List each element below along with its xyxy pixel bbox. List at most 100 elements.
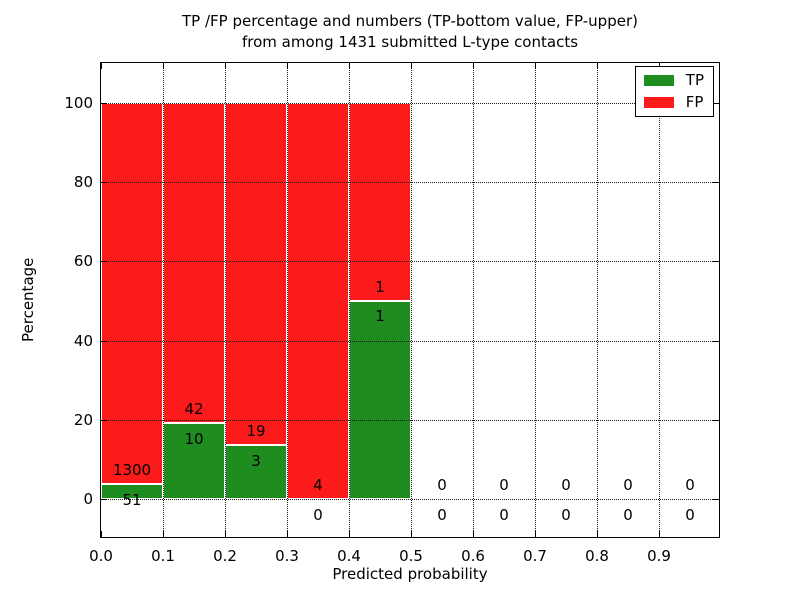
y-tick-label: 60	[73, 252, 93, 271]
tp-count-label: 1	[375, 307, 385, 326]
tp-count-label: 51	[122, 490, 142, 509]
y-tick-mark	[101, 420, 107, 421]
x-tick-mark	[349, 63, 350, 69]
y-tick-mark	[713, 182, 719, 183]
x-tick-label: 0.0	[89, 547, 113, 565]
x-tick-label: 0.5	[399, 547, 423, 565]
x-tick-mark	[349, 531, 350, 537]
y-tick-mark	[101, 340, 107, 342]
y-tick-mark	[101, 261, 107, 263]
fp-count-label: 0	[561, 476, 571, 495]
gridline-x	[597, 63, 598, 537]
chart-title-line2: from among 1431 submitted L-type contact…	[241, 33, 579, 51]
fp-count-label: 0	[623, 476, 633, 495]
bar-fp-segment	[101, 102, 163, 485]
gridline-y	[101, 261, 719, 263]
x-tick-label: 0.6	[461, 547, 485, 565]
gridline-y	[101, 182, 719, 183]
x-tick-mark	[287, 63, 288, 69]
legend-swatch-tp	[643, 75, 674, 86]
legend-swatch-fp	[643, 97, 674, 108]
x-tick-label: 0.9	[647, 547, 671, 565]
x-tick-mark	[411, 531, 412, 537]
x-tick-mark	[535, 531, 536, 537]
legend-label-fp: FP	[685, 93, 704, 111]
y-axis-label: Percentage	[19, 257, 37, 343]
y-tick-label: 0	[83, 490, 93, 509]
x-tick-mark	[163, 63, 164, 69]
x-tick-mark	[659, 531, 660, 537]
x-tick-mark	[473, 531, 474, 537]
y-tick-label: 100	[64, 93, 93, 112]
x-tick-mark	[101, 63, 102, 69]
x-tick-label: 0.2	[213, 547, 237, 565]
y-tick-mark	[101, 499, 107, 501]
plot-area: TP FP 0.0 0.1 0.2 0.3 0.4 0.5 0.6 0.7 0.8 0.9 0 20 4…	[64, 62, 720, 565]
fp-count-label: 0	[437, 476, 447, 495]
tp-count-label: 10	[184, 429, 204, 448]
y-tick-mark	[101, 102, 107, 104]
gridline-x	[225, 63, 226, 537]
x-tick-label: 0.7	[523, 547, 547, 565]
tp-count-label: 3	[251, 451, 261, 470]
bar-fp-segment	[225, 102, 287, 446]
y-tick-mark	[713, 102, 719, 104]
gridline-x	[659, 63, 660, 537]
bar-fp-segment	[287, 102, 349, 500]
gridline-x	[349, 63, 350, 537]
y-tick-mark	[713, 261, 719, 263]
bar-fp-segment	[163, 102, 225, 424]
tp-count-label: 0	[313, 505, 323, 524]
x-tick-mark	[597, 531, 598, 537]
y-tick-label: 80	[73, 173, 93, 191]
chart-title-line1: TP /FP percentage and numbers (TP-bottom…	[182, 12, 638, 30]
legend-item-tp: TP	[643, 73, 704, 88]
y-tick-mark	[713, 420, 719, 421]
x-tick-mark	[101, 531, 102, 537]
bar-tp-segment	[349, 301, 411, 500]
fp-count-label: 1300	[112, 461, 152, 480]
bar-tp-segment	[225, 445, 287, 500]
fp-count-label: 1	[375, 278, 385, 297]
legend-item-fp: FP	[643, 93, 704, 111]
y-tick-mark	[713, 340, 719, 342]
gridline-y	[101, 499, 719, 501]
fp-count-label: 42	[184, 400, 204, 419]
bar-tp-segment	[163, 423, 225, 500]
y-tick-label: 20	[73, 411, 93, 429]
x-tick-mark	[225, 63, 226, 69]
x-tick-mark	[287, 531, 288, 537]
x-axis-label: Predicted probability	[332, 565, 488, 583]
tp-count-label: 0	[499, 505, 509, 524]
x-tick-mark	[163, 531, 164, 537]
gridline-x	[535, 63, 536, 537]
legend: TP FP	[634, 66, 714, 117]
x-tick-mark	[597, 63, 598, 69]
chart-title: TP /FP percentage and numbers (TP-bottom…	[100, 11, 720, 53]
x-tick-mark	[473, 63, 474, 69]
gridline-x	[163, 63, 164, 537]
fp-count-label: 0	[499, 476, 509, 495]
y-tick-mark	[713, 499, 719, 501]
fp-count-label: 4	[313, 476, 323, 495]
x-tick-label: 0.1	[151, 547, 175, 565]
tp-count-label: 0	[561, 505, 571, 524]
x-tick-mark	[225, 531, 226, 537]
tp-count-label: 0	[623, 505, 633, 524]
tp-count-label: 0	[437, 505, 447, 524]
gridline-x	[287, 63, 288, 537]
gridline-x	[411, 63, 412, 537]
bar-tp-segment	[101, 484, 163, 500]
bar-fp-segment	[349, 102, 411, 301]
fp-count-label: 0	[685, 476, 695, 495]
x-tick-label: 0.3	[275, 547, 299, 565]
gridline-x	[473, 63, 474, 537]
tp-count-label: 0	[685, 505, 695, 524]
x-tick-label: 0.4	[337, 547, 361, 565]
gridline-y	[101, 102, 719, 104]
gridline-y	[101, 340, 719, 342]
y-tick-mark	[101, 182, 107, 183]
y-tick-label: 40	[73, 331, 93, 350]
x-tick-label: 0.8	[585, 547, 609, 565]
